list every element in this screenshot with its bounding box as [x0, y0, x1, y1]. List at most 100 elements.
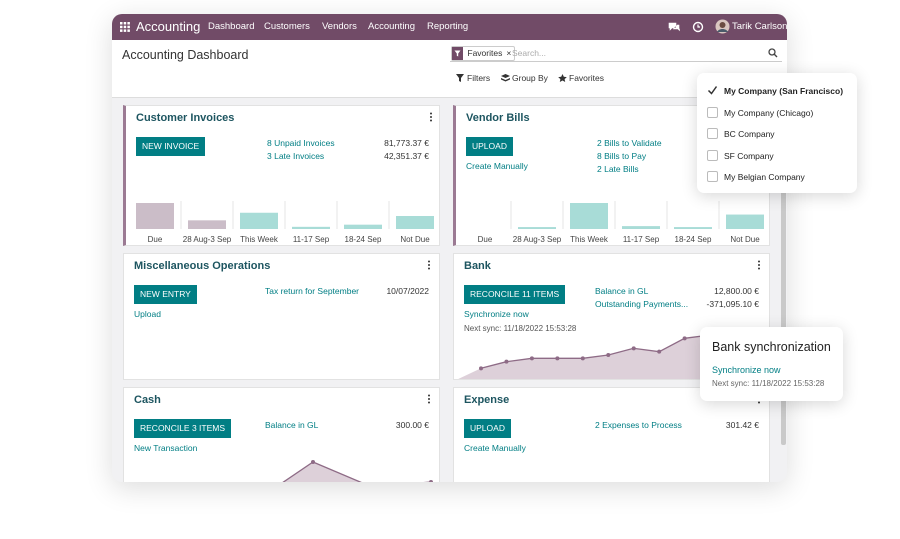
facet-remove[interactable]: ×	[506, 48, 512, 58]
filter-label: Filters	[467, 73, 491, 83]
check-mark	[707, 86, 718, 95]
line-point	[580, 356, 585, 361]
filter-button[interactable]: Favorites	[558, 73, 604, 83]
row-label[interactable]: 2 Bills to Validate	[597, 138, 662, 148]
search-input[interactable]: Search...	[512, 48, 547, 58]
bar[interactable]	[240, 212, 278, 229]
dot	[430, 119, 432, 122]
card-button[interactable]: NEW INVOICE	[136, 137, 206, 156]
row-label[interactable]: 2 Late Bills	[597, 164, 639, 174]
company-option[interactable]: BC Company	[724, 129, 775, 139]
card-link[interactable]: New Transaction	[134, 443, 198, 453]
line-point	[657, 349, 662, 354]
card-title[interactable]: Customer Invoices	[136, 112, 235, 124]
card-title[interactable]: Cash	[134, 394, 161, 406]
card-menu[interactable]	[757, 260, 761, 270]
row-label[interactable]: Tax return for September	[265, 286, 360, 296]
card-menu[interactable]	[427, 394, 431, 404]
bar[interactable]	[674, 227, 712, 229]
search-bar[interactable]	[450, 44, 782, 62]
filter-icon	[558, 74, 567, 82]
checkbox[interactable]	[707, 106, 718, 118]
scrollbar[interactable]	[781, 97, 786, 445]
company-option[interactable]: My Company (Chicago)	[724, 107, 814, 118]
icon-shape	[558, 74, 567, 82]
dashboard-card: Expense UPLOAD Create Manually 2 Expenses t…	[453, 387, 770, 482]
menu-item[interactable]: Dashboard	[208, 21, 255, 32]
apps-icon[interactable]	[120, 22, 130, 32]
row-amount: -371,095.10 €	[706, 299, 759, 309]
company-option[interactable]: My Belgian Company	[724, 172, 805, 182]
card-link[interactable]: Create Manually	[466, 161, 528, 171]
card-button[interactable]: UPLOAD	[464, 419, 511, 438]
card-button[interactable]: RECONCILE 3 ITEMS	[134, 419, 232, 438]
card-title[interactable]: Vendor Bills	[466, 112, 530, 124]
company-option[interactable]: SF Company	[724, 150, 774, 161]
search-icon[interactable]	[768, 48, 778, 58]
card-button[interactable]: NEW ENTRY	[134, 285, 197, 304]
icon-shape	[501, 74, 510, 82]
user-name[interactable]: Tarik Carlson	[732, 21, 787, 32]
row-label[interactable]: 8 Unpaid Invoices	[267, 138, 335, 148]
row-amount: 12,800.00 €	[714, 286, 759, 296]
search-facet[interactable]: Favorites ×	[451, 46, 516, 61]
filter-button[interactable]: Filters	[456, 73, 490, 83]
dot	[758, 267, 760, 270]
filter-label: Favorites	[569, 73, 604, 83]
line-point	[606, 353, 611, 357]
card-title[interactable]: Miscellaneous Operations	[134, 260, 271, 272]
checkbox[interactable]	[707, 149, 718, 161]
line-point	[479, 366, 483, 371]
app-window: Accounting Dashboard Customers Vendors Acco…	[112, 14, 787, 482]
activity-icon[interactable]	[692, 21, 704, 33]
checkbox[interactable]	[707, 171, 718, 182]
bar[interactable]	[518, 227, 556, 229]
bar-label: Due	[148, 235, 163, 244]
card-menu[interactable]	[427, 260, 431, 270]
card-title[interactable]: Bank	[464, 260, 491, 272]
chat-icon[interactable]	[668, 21, 680, 33]
bar[interactable]	[344, 224, 382, 229]
bar[interactable]	[570, 203, 608, 229]
bar-label: This Week	[240, 235, 279, 244]
company-option[interactable]: My Company (San Francisco)	[724, 86, 844, 96]
bar[interactable]	[726, 214, 764, 229]
bar[interactable]	[136, 203, 174, 229]
row-label[interactable]: 3 Late Invoices	[267, 151, 325, 161]
row-label[interactable]: Balance in GL	[595, 286, 649, 296]
card-link[interactable]: Synchronize now	[464, 309, 529, 319]
card-link[interactable]: Create Manually	[464, 443, 526, 453]
checkbox[interactable]	[707, 85, 718, 96]
bar[interactable]	[292, 226, 330, 229]
menu-item[interactable]: Reporting	[427, 21, 469, 32]
menu-item[interactable]: Customers	[264, 21, 310, 32]
avatar[interactable]	[715, 19, 730, 34]
line	[282, 461, 431, 482]
row-label[interactable]: Outstanding Payments...	[595, 299, 689, 309]
popup-link[interactable]: Synchronize now	[712, 365, 781, 375]
filter-button[interactable]: Group By	[501, 73, 548, 83]
bar[interactable]	[188, 220, 226, 229]
card-menu[interactable]	[429, 112, 433, 122]
card-button[interactable]: UPLOAD	[466, 137, 513, 156]
bar[interactable]	[396, 216, 434, 229]
menu-item[interactable]: Vendors	[322, 21, 357, 32]
card-button[interactable]: RECONCILE 11 ITEMS	[464, 285, 566, 304]
card-title[interactable]: Expense	[464, 394, 510, 406]
row-amount: 10/07/2022	[386, 286, 429, 296]
app-name[interactable]: Accounting	[136, 19, 201, 34]
dashboard-card: Miscellaneous Operations NEW ENTRY Upload T…	[123, 253, 440, 380]
row-amount: 300.00 €	[395, 420, 429, 430]
card-chart: Due 28 Aug-3 Sep This Week 11-17 Sep 18-24 S…	[478, 201, 764, 244]
bar-label: Not Due	[400, 235, 430, 244]
menu-item[interactable]: Accounting	[368, 21, 416, 32]
card-link[interactable]: Upload	[134, 309, 161, 319]
row-label[interactable]: Balance in GL	[265, 420, 319, 430]
row-label[interactable]: 2 Expenses to Process	[595, 420, 682, 430]
dot	[430, 116, 432, 118]
checkbox[interactable]	[707, 128, 718, 139]
dot	[428, 267, 430, 270]
row-label[interactable]: 8 Bills to Pay	[597, 151, 647, 161]
bar[interactable]	[622, 226, 660, 229]
